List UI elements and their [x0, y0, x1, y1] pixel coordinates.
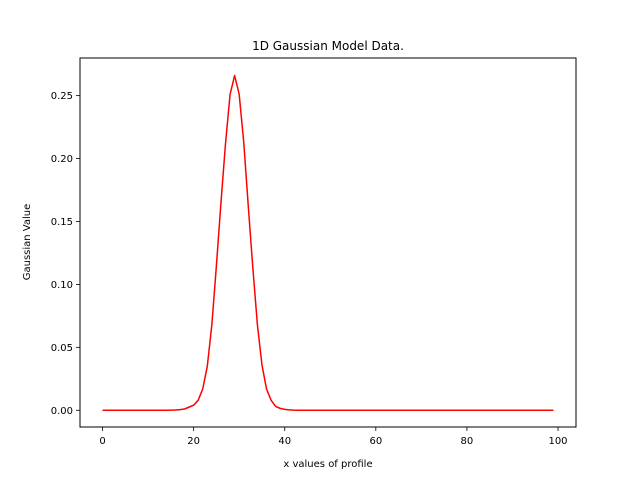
y-tick-label: 0.15 — [51, 217, 73, 228]
x-axis-ticks: 0 20 40 60 80 100 — [99, 427, 568, 447]
y-tick-label: 0.10 — [51, 280, 73, 291]
y-axis-ticks: 0.00 0.05 0.10 0.15 0.20 0.25 — [51, 91, 80, 417]
y-tick-label: 0.25 — [51, 91, 73, 102]
axes-frame — [79, 57, 577, 428]
y-tick-label: 0.05 — [51, 343, 73, 354]
x-tick-label: 100 — [548, 436, 567, 447]
x-axis-label: x values of profile — [283, 459, 372, 470]
x-tick-label: 40 — [278, 436, 291, 447]
y-tick-label: 0.00 — [51, 406, 73, 417]
y-tick-label: 0.20 — [51, 154, 73, 165]
series-line-0 — [102, 74, 554, 412]
chart-title: 1D Gaussian Model Data. — [252, 39, 404, 53]
x-tick-label: 80 — [461, 436, 474, 447]
x-tick-label: 20 — [187, 436, 200, 447]
x-tick-label: 60 — [369, 436, 382, 447]
x-tick-label: 0 — [99, 436, 105, 447]
y-axis-label: Gaussian Value — [22, 204, 33, 281]
plot-area — [102, 74, 554, 412]
